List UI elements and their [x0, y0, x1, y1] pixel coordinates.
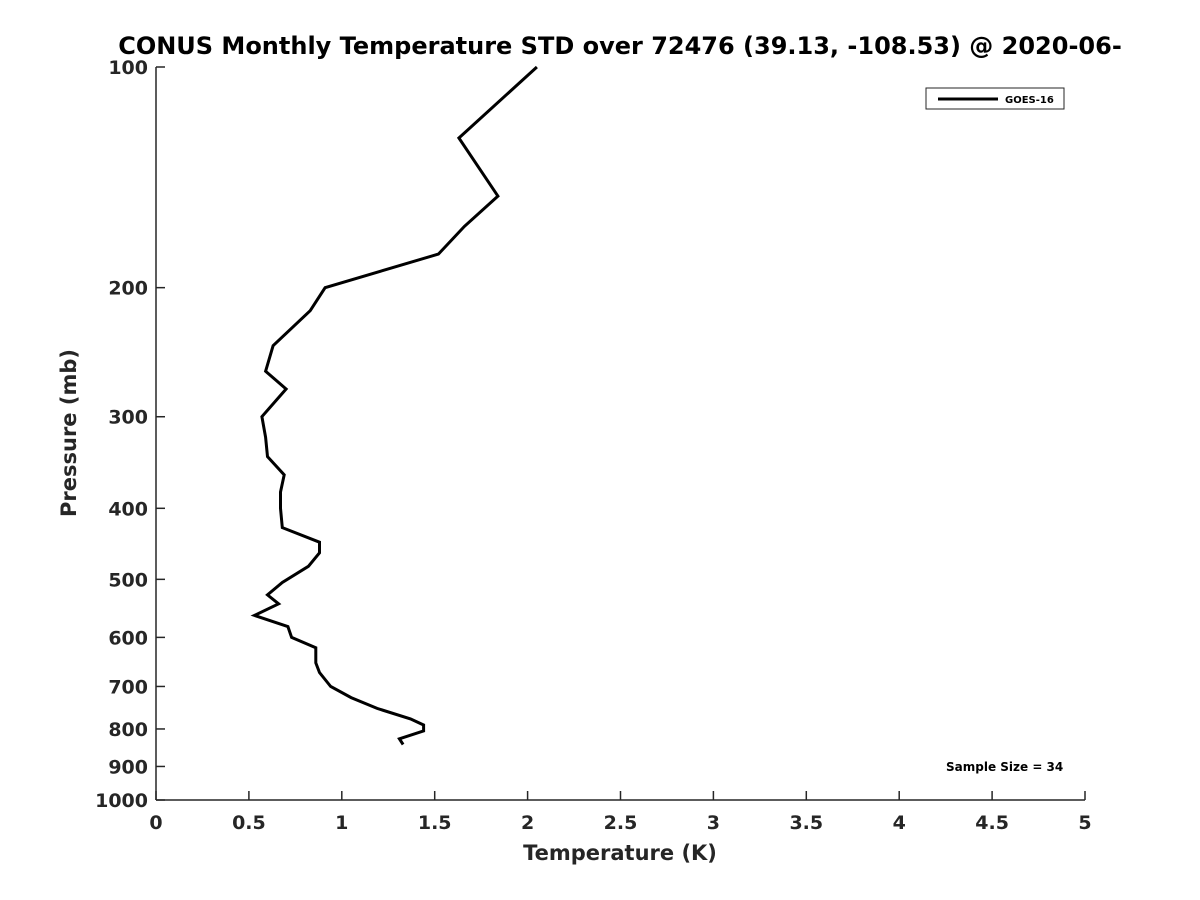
y-tick-label: 100 [108, 57, 148, 79]
y-tick-label: 700 [108, 676, 148, 698]
x-tick-label: 2.5 [604, 812, 638, 834]
x-axis-label: Temperature (K) [523, 841, 717, 865]
x-tick-label: 4 [893, 812, 906, 834]
series-layer [250, 65, 538, 746]
sample-size-annotation: Sample Size = 34 [946, 760, 1063, 774]
legend: GOES-16 [925, 87, 1065, 110]
x-tick-label: 3 [707, 812, 720, 834]
y-tick-label: 600 [108, 627, 148, 649]
y-tick-label: 900 [108, 756, 148, 778]
x-tick-label: 1.5 [418, 812, 452, 834]
y-axis-label: Pressure (mb) [57, 349, 81, 517]
x-ticks: 0 0.5 1 1.5 2 2.5 3 3.5 4 4.5 5 [149, 791, 1092, 834]
x-tick-label: 1 [335, 812, 348, 834]
x-tick-label: 4.5 [975, 812, 1009, 834]
x-tick-label: 2 [521, 812, 534, 834]
y-tick-label: 400 [108, 498, 148, 520]
plot-area [155, 67, 1085, 801]
y-ticks: 100 200 300 400 500 600 700 800 900 1000 [95, 57, 165, 812]
x-tick-label: 0.5 [232, 812, 266, 834]
y-tick-label: 500 [108, 569, 148, 591]
chart-title: CONUS Monthly Temperature STD over 72476… [118, 32, 1122, 60]
legend-label: GOES-16 [1005, 95, 1054, 106]
x-tick-label: 3.5 [789, 812, 823, 834]
series-line-goes-16 [250, 65, 538, 746]
y-tick-label: 1000 [95, 790, 148, 812]
x-tick-label: 5 [1078, 812, 1091, 834]
x-tick-label: 0 [149, 812, 162, 834]
y-tick-label: 800 [108, 719, 148, 741]
y-tick-label: 200 [108, 278, 148, 300]
y-tick-label: 300 [108, 407, 148, 429]
